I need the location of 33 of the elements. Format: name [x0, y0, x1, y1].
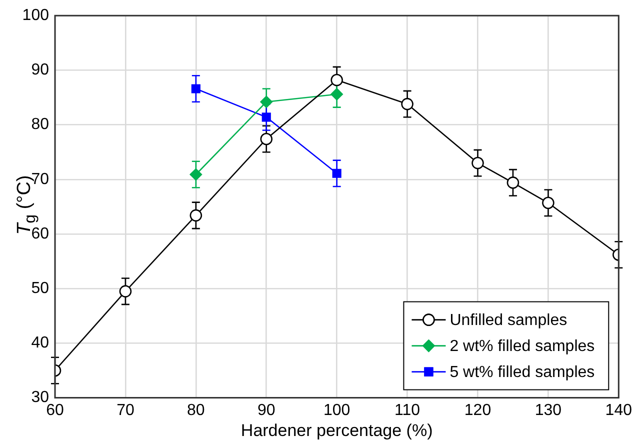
- point: [260, 96, 273, 108]
- point: [191, 84, 200, 94]
- point: [330, 88, 343, 100]
- y-tick-label: 70: [31, 170, 50, 188]
- y-tick-label: 80: [31, 116, 50, 134]
- x-tick-label: 100: [323, 402, 350, 419]
- y-tick-label: 90: [31, 62, 50, 79]
- point: [262, 112, 271, 122]
- y-tick-label: 40: [31, 334, 50, 352]
- point: [190, 209, 202, 222]
- point: [506, 176, 520, 189]
- x-tick-label: 90: [257, 402, 276, 419]
- legend-label: 5 wt% filled samples: [450, 364, 595, 382]
- point: [401, 98, 414, 110]
- x-tick-label: 70: [116, 402, 134, 419]
- x-tick-label: 80: [187, 402, 205, 419]
- x-tick-label: 140: [605, 402, 632, 419]
- x-tick-label: 130: [534, 402, 562, 419]
- y-tick-label: 100: [22, 7, 50, 24]
- x-tick-label: 60: [46, 402, 64, 419]
- x-tick-label: 120: [464, 402, 492, 419]
- legend-label: 2 wt% filled samples: [450, 338, 595, 356]
- point: [472, 156, 484, 170]
- point: [190, 168, 202, 181]
- legend-label: Unfilled samples: [450, 312, 568, 330]
- point: [332, 168, 342, 178]
- x-axis-title: Hardener percentage (%): [240, 421, 433, 440]
- point: [542, 196, 554, 210]
- point: [260, 132, 273, 146]
- y-tick-label: 50: [31, 280, 50, 298]
- x-tick-label: 110: [394, 402, 420, 419]
- point: [330, 74, 343, 86]
- point: [119, 285, 132, 298]
